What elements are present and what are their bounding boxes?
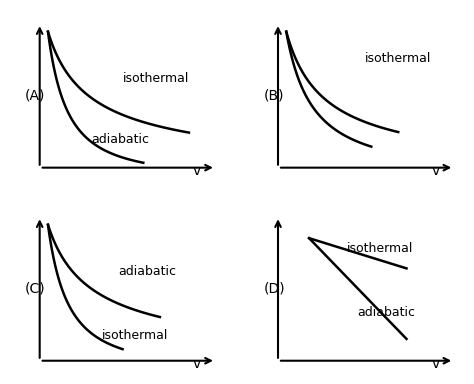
Text: isothermal: isothermal <box>346 242 413 255</box>
Text: v: v <box>431 357 439 371</box>
Text: (B): (B) <box>264 88 284 103</box>
Text: v: v <box>193 164 201 178</box>
Text: adiabatic: adiabatic <box>357 306 415 319</box>
Text: (A): (A) <box>25 88 46 103</box>
Text: adiabatic: adiabatic <box>91 132 149 146</box>
Text: adiabatic: adiabatic <box>118 265 176 278</box>
Text: isothermal: isothermal <box>123 72 189 85</box>
Text: v: v <box>193 357 201 371</box>
Text: (D): (D) <box>264 281 285 296</box>
Text: (C): (C) <box>25 281 46 296</box>
Text: isothermal: isothermal <box>102 329 168 342</box>
Text: v: v <box>431 164 439 178</box>
Text: isothermal: isothermal <box>365 52 431 65</box>
